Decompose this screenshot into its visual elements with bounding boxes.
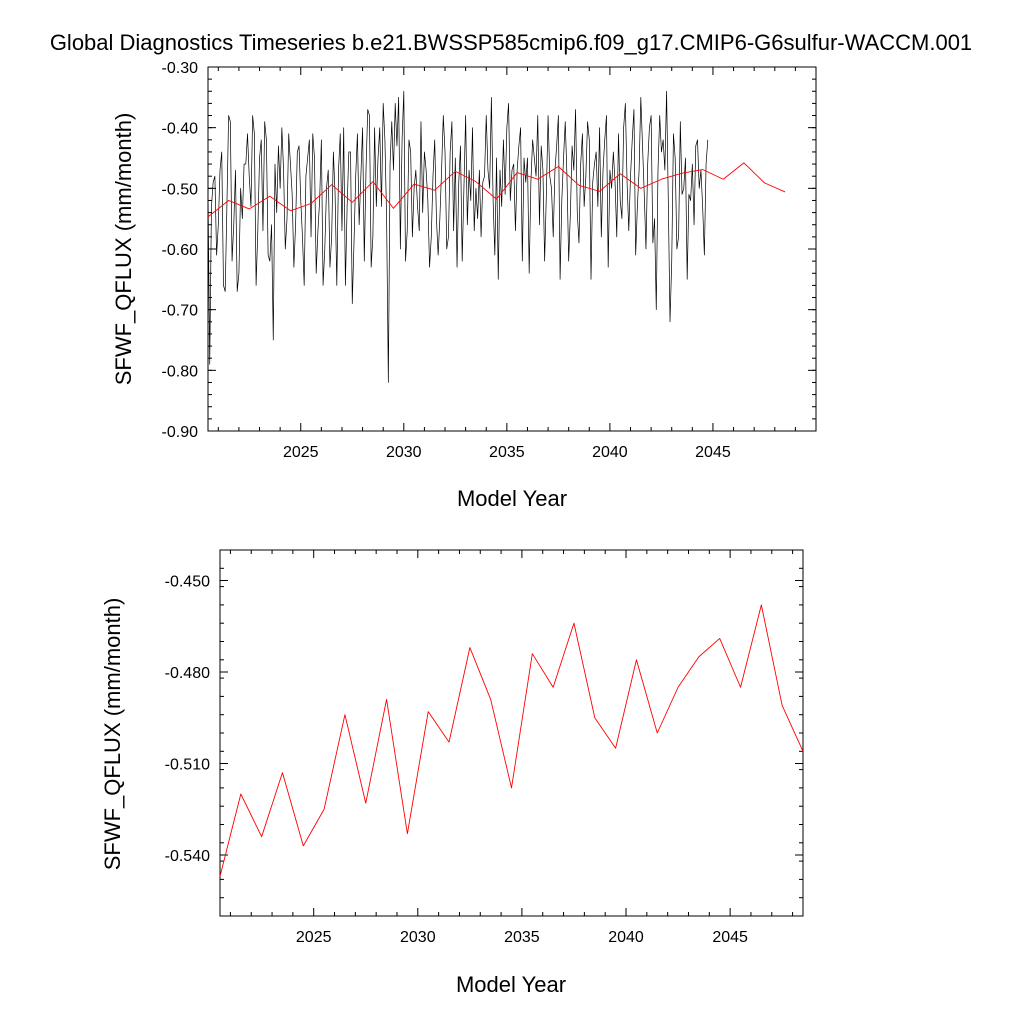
bottom-plot-y-tick-label: -0.450 <box>165 574 210 591</box>
top-plot-frame <box>207 66 817 432</box>
top-plot-x-tick-label: 2045 <box>695 444 731 461</box>
figure-title: Global Diagnostics Timeseries b.e21.BWSS… <box>50 30 972 55</box>
top-plot-xlabel: Model Year <box>457 486 567 511</box>
top-plot-x-tick-label: 2035 <box>489 444 525 461</box>
top-plot-ylabel: SFWF_QFLUX (mm/month) <box>111 113 136 386</box>
bottom-plot-ylabel: SFWF_QFLUX (mm/month) <box>100 598 125 871</box>
bottom-plot-x-tick-label: 2025 <box>296 929 332 946</box>
bottom-plot-frame <box>219 549 804 917</box>
top-plot-series <box>207 90 786 383</box>
bottom-annual-plot: 2025 2030 2035 2040 2045 -0.540-0.510-0.480-… <box>100 549 804 997</box>
bottom-plot-ticks <box>220 549 803 917</box>
top-plot-x-tick-labels: 2025 2030 2035 2040 2045 <box>283 444 731 461</box>
bottom-plot-xlabel: Model Year <box>456 972 566 997</box>
bottom-plot-x-tick-label: 2045 <box>712 929 748 946</box>
top-timeseries-plot: 2025 2030 2035 2040 2045 -0.90 -0.80 -0.70 -0.6… <box>111 60 817 511</box>
top-plot-y-tick-label: -0.60 <box>162 242 199 259</box>
bottom-plot-x-tick-label: 2040 <box>608 929 644 946</box>
top-plot-x-tick-label: 2030 <box>386 444 422 461</box>
top-plot-monthly-line <box>207 90 709 383</box>
bottom-plot-y-tick-label: -0.540 <box>165 848 210 865</box>
top-plot-ticks <box>208 66 817 432</box>
bottom-plot-y-tick-label: -0.480 <box>165 665 210 682</box>
top-plot-y-tick-label: -0.70 <box>162 303 199 320</box>
top-plot-annual-mean-line <box>207 162 786 218</box>
bottom-plot-series <box>219 604 804 877</box>
bottom-plot-x-tick-label: 2035 <box>504 929 540 946</box>
bottom-plot-x-tick-labels: 2025 2030 2035 2040 2045 <box>296 929 748 946</box>
top-plot-y-tick-label: -0.90 <box>162 424 199 441</box>
top-plot-y-tick-label: -0.40 <box>162 121 199 138</box>
top-plot-y-tick-labels: -0.90 -0.80 -0.70 -0.60 -0.50 -0.40 -0.30 <box>162 60 199 441</box>
top-plot-x-tick-label: 2025 <box>283 444 319 461</box>
top-plot-y-tick-label: -0.50 <box>162 181 199 198</box>
top-plot-x-tick-label: 2040 <box>592 444 628 461</box>
bottom-plot-annual-mean-line <box>219 604 804 877</box>
bottom-plot-y-tick-label: -0.510 <box>165 757 210 774</box>
top-plot-y-tick-label: -0.30 <box>162 60 199 77</box>
bottom-plot-x-tick-label: 2030 <box>400 929 436 946</box>
bottom-plot-y-tick-labels: -0.540 -0.510 -0.480 -0.450 <box>165 574 210 866</box>
top-plot-y-tick-label: -0.80 <box>162 363 199 380</box>
